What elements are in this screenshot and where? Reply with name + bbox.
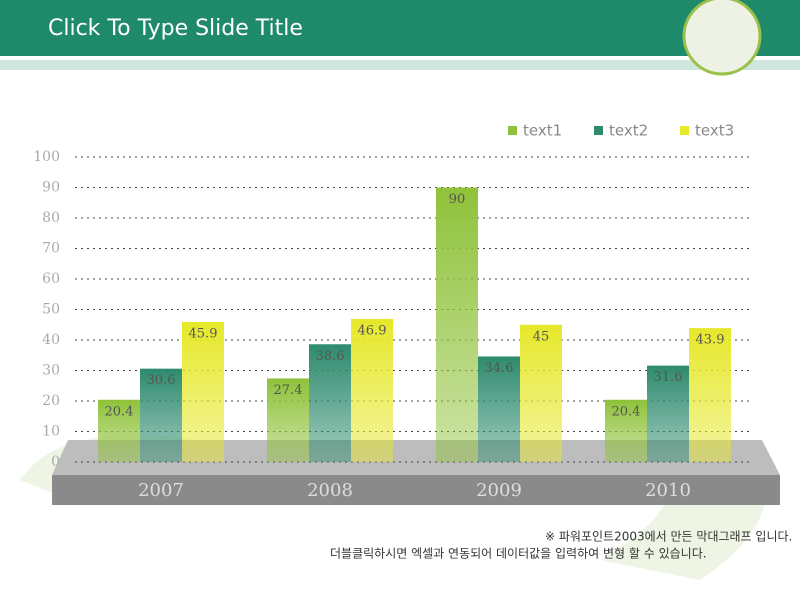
x-tick-label: 2010	[645, 480, 691, 501]
data-label: 90	[449, 192, 466, 207]
bar	[436, 187, 478, 462]
data-label: 30.6	[147, 373, 176, 388]
footnote: ※ 파워포인트2003에서 만든 막대그래프 입니다.	[545, 530, 792, 544]
bar	[478, 356, 520, 462]
globe-icon	[682, 0, 762, 76]
header-stripe	[0, 60, 800, 70]
legend-swatch	[680, 126, 689, 135]
legend-swatch	[594, 126, 603, 135]
footnote: 더블클릭하시면 엑셀과 연동되어 데이터값을 입력하여 변형 할 수 있습니다.	[330, 547, 707, 561]
bar	[351, 318, 393, 462]
bar	[689, 328, 731, 462]
bar	[98, 399, 140, 462]
data-label: 31.6	[654, 370, 683, 385]
bar	[647, 365, 689, 462]
data-label: 20.4	[105, 404, 134, 419]
data-label: 43.9	[696, 333, 725, 348]
y-tick-label: 70	[42, 241, 60, 257]
data-label: 34.6	[485, 361, 514, 376]
legend-label: text3	[695, 122, 734, 140]
slide-title: Click To Type Slide Title	[48, 16, 303, 41]
y-tick-label: 40	[42, 332, 60, 348]
y-tick-label: 90	[42, 180, 60, 196]
x-tick-label: 2007	[138, 480, 184, 501]
y-tick-label: 60	[42, 271, 60, 287]
floor-front	[52, 475, 780, 505]
data-label: 45	[533, 329, 550, 344]
y-tick-label: 50	[42, 302, 60, 318]
floor-top	[52, 440, 780, 475]
y-tick-label: 10	[42, 424, 60, 440]
x-tick-label: 2008	[307, 480, 353, 501]
data-label: 46.9	[358, 323, 387, 338]
data-label: 45.9	[189, 327, 218, 342]
bar	[140, 368, 182, 462]
data-label: 27.4	[274, 383, 303, 398]
legend-label: text1	[523, 122, 562, 140]
y-tick-label: 0	[51, 454, 60, 470]
bar	[309, 344, 351, 462]
bar	[605, 399, 647, 462]
legend-swatch	[508, 126, 517, 135]
y-tick-label: 30	[42, 363, 60, 379]
y-tick-label: 20	[42, 393, 60, 409]
bar	[182, 322, 224, 462]
bar	[267, 378, 309, 462]
y-tick-label: 100	[33, 149, 60, 165]
bar	[520, 324, 562, 462]
data-label: 38.6	[316, 349, 345, 364]
x-tick-label: 2009	[476, 480, 522, 501]
header-bar	[0, 0, 800, 56]
data-label: 20.4	[612, 404, 641, 419]
y-tick-label: 80	[42, 210, 60, 226]
legend-label: text2	[609, 122, 648, 140]
